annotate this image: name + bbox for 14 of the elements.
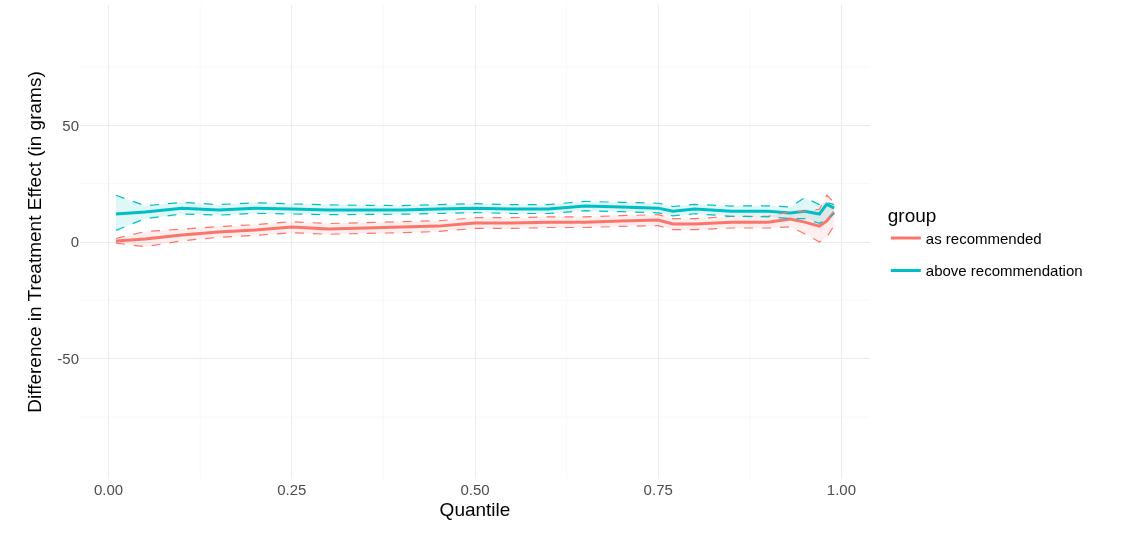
legend-label: as recommended (925, 229, 1042, 247)
y-tick-label: 50 (62, 116, 79, 134)
x-tick-label: 0.00 (93, 481, 124, 498)
x-tick-label: 1.00 (826, 481, 857, 498)
x-axis-title: Quantile (439, 498, 511, 520)
x-tick-label: 0.25 (277, 481, 307, 498)
y-tick-label: -50 (57, 350, 79, 367)
y-tick-label: 0 (70, 233, 79, 251)
y-axis-title: Difference in Treatment Effect (in grams) (24, 71, 46, 413)
legend-title: group (887, 204, 937, 226)
x-tick-label: 0.75 (643, 481, 673, 498)
legend-label: above recommendation (925, 262, 1083, 280)
line-series (115, 210, 835, 231)
x-tick-label: 0.50 (460, 481, 490, 498)
